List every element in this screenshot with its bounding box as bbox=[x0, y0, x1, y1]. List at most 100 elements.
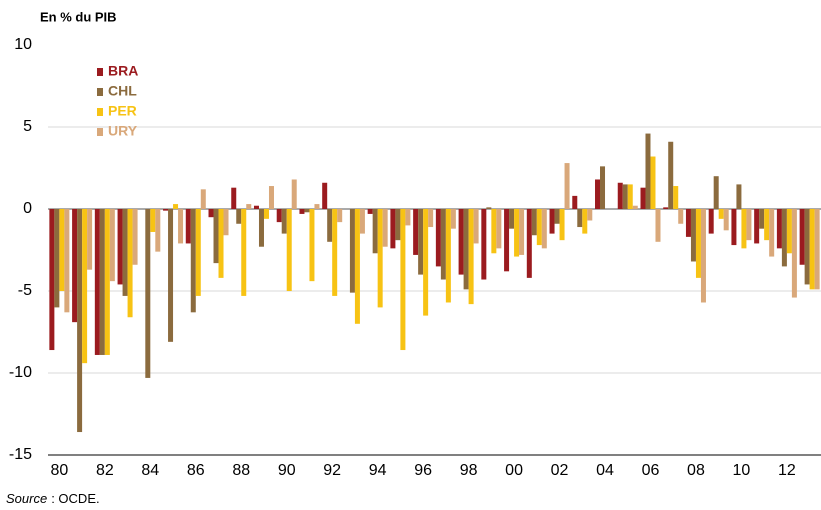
bar bbox=[519, 209, 525, 255]
bar bbox=[713, 176, 719, 209]
bar bbox=[700, 209, 706, 303]
source: Source: OCDE. bbox=[6, 491, 100, 506]
bar bbox=[231, 187, 237, 209]
bar bbox=[685, 209, 691, 237]
bar bbox=[281, 209, 287, 234]
bar bbox=[741, 209, 747, 249]
bar bbox=[109, 209, 115, 282]
bar bbox=[814, 209, 820, 290]
bar bbox=[268, 186, 274, 209]
bar bbox=[786, 209, 792, 254]
bar bbox=[377, 209, 383, 308]
bar bbox=[87, 209, 93, 270]
bar bbox=[94, 209, 100, 355]
bar bbox=[463, 209, 469, 290]
bar bbox=[445, 209, 451, 303]
bar bbox=[299, 209, 305, 214]
bar bbox=[440, 209, 446, 280]
bar bbox=[127, 209, 133, 318]
bar bbox=[314, 204, 320, 209]
bar bbox=[309, 209, 315, 282]
bar bbox=[359, 209, 365, 234]
x-tick-label: 94 bbox=[369, 462, 387, 479]
bar bbox=[218, 209, 224, 278]
bar bbox=[627, 184, 633, 209]
bar bbox=[241, 209, 247, 296]
x-tick-label: 08 bbox=[687, 462, 705, 479]
bar bbox=[531, 209, 537, 236]
bar bbox=[354, 209, 360, 324]
bar bbox=[208, 209, 214, 218]
bar bbox=[435, 209, 441, 267]
bar bbox=[759, 209, 765, 229]
bar bbox=[213, 209, 219, 264]
bar bbox=[236, 209, 242, 224]
bar bbox=[650, 156, 656, 209]
legend-swatch bbox=[97, 108, 103, 116]
legend-label: CHL bbox=[108, 83, 137, 99]
bar bbox=[559, 209, 565, 241]
x-tick-label: 82 bbox=[96, 462, 114, 479]
bar bbox=[655, 209, 661, 242]
bar bbox=[481, 209, 487, 280]
bar bbox=[286, 209, 292, 291]
bar bbox=[223, 209, 229, 236]
bar bbox=[253, 205, 259, 209]
bar bbox=[781, 209, 787, 267]
bar bbox=[99, 209, 105, 355]
bar bbox=[723, 209, 729, 231]
bar bbox=[509, 209, 515, 229]
x-tick-label: 98 bbox=[460, 462, 478, 479]
bar bbox=[77, 209, 83, 433]
bar bbox=[468, 209, 474, 305]
bar bbox=[450, 209, 456, 229]
bar bbox=[577, 209, 583, 228]
bar bbox=[200, 189, 206, 209]
bar bbox=[59, 209, 65, 291]
y-tick-label: -10 bbox=[9, 364, 32, 381]
bar bbox=[554, 209, 560, 224]
x-tick-label: 90 bbox=[278, 462, 296, 479]
bar bbox=[400, 209, 406, 351]
bar bbox=[617, 182, 623, 209]
bar bbox=[549, 209, 555, 234]
legend-swatch bbox=[97, 88, 103, 96]
bar bbox=[486, 207, 492, 209]
bar bbox=[809, 209, 815, 290]
bar bbox=[458, 209, 464, 275]
bar bbox=[337, 209, 343, 223]
bar bbox=[49, 209, 55, 351]
chart-title: En % du PIB bbox=[40, 9, 117, 24]
x-tick-label: 12 bbox=[778, 462, 796, 479]
bar bbox=[668, 141, 674, 209]
bar bbox=[263, 209, 269, 219]
bar bbox=[258, 209, 264, 247]
bar bbox=[791, 209, 797, 298]
bar bbox=[276, 209, 282, 223]
bar bbox=[736, 184, 742, 209]
bar bbox=[491, 209, 497, 254]
legend-label: BRA bbox=[108, 63, 138, 79]
bar bbox=[390, 209, 396, 249]
bar bbox=[246, 204, 252, 209]
bar bbox=[178, 209, 184, 244]
bar bbox=[413, 209, 419, 255]
bar bbox=[640, 187, 646, 209]
x-tick-label: 80 bbox=[50, 462, 68, 479]
x-tick-label: 02 bbox=[551, 462, 569, 479]
bar bbox=[327, 209, 333, 242]
bar bbox=[526, 209, 532, 278]
x-tick-label: 88 bbox=[232, 462, 250, 479]
x-tick-label: 10 bbox=[733, 462, 751, 479]
bar bbox=[185, 209, 191, 244]
x-tick-label: 00 bbox=[505, 462, 523, 479]
legend-label: URY bbox=[108, 123, 138, 139]
bar bbox=[690, 209, 696, 262]
y-tick-label: -5 bbox=[18, 282, 32, 299]
bar bbox=[572, 195, 578, 209]
bar bbox=[418, 209, 424, 275]
bar bbox=[718, 209, 724, 219]
bar bbox=[117, 209, 123, 285]
y-tick-label: 0 bbox=[23, 200, 32, 217]
bar bbox=[104, 209, 110, 355]
